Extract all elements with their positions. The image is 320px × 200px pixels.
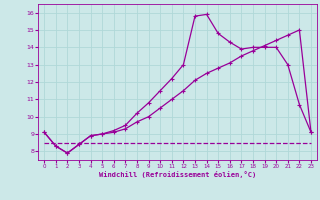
X-axis label: Windchill (Refroidissement éolien,°C): Windchill (Refroidissement éolien,°C) bbox=[99, 171, 256, 178]
